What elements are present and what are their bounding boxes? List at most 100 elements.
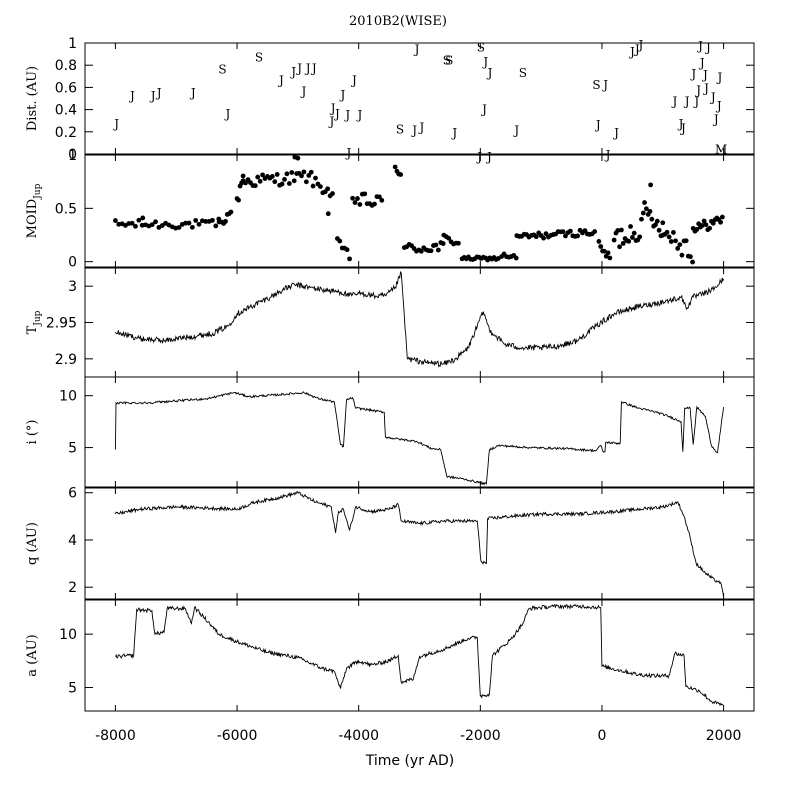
moid-point <box>701 218 707 224</box>
dist-point-J: J <box>486 66 493 80</box>
moid-point <box>257 178 263 184</box>
dist-point-J: J <box>450 126 457 140</box>
dist-point-J: J <box>333 107 340 121</box>
dist-point-J: J <box>683 95 690 109</box>
moid-point <box>456 240 461 246</box>
dist-point-J: J <box>310 61 317 75</box>
moid-point <box>350 195 355 201</box>
dist-point-J: J <box>671 95 678 109</box>
moid-point <box>210 217 215 223</box>
moid-point <box>159 223 165 228</box>
x-tick-label: -8000 <box>95 728 136 744</box>
moid-point <box>303 179 309 185</box>
moid-point <box>626 238 632 244</box>
moid-point <box>637 234 643 240</box>
moid-point <box>660 220 666 226</box>
moid-point <box>718 219 723 225</box>
moid-point <box>664 229 670 235</box>
dist-point-S: S <box>218 63 226 77</box>
moid-point <box>601 248 607 254</box>
moid-point <box>379 197 385 203</box>
moid-point <box>362 191 368 197</box>
moid-point <box>673 238 678 244</box>
y-tick-label-moid: 1 <box>68 148 77 164</box>
moid-point <box>598 244 604 249</box>
moid-point <box>236 197 241 203</box>
moid-point <box>446 235 452 241</box>
y-axis-label-tjup: TJup <box>25 310 43 334</box>
moid-point <box>355 196 360 201</box>
moid-point <box>615 228 621 233</box>
y-tick-label-dist: 0.6 <box>55 80 77 96</box>
moid-point <box>440 241 446 246</box>
dist-point-J: J <box>636 38 643 52</box>
moid-point <box>228 209 234 215</box>
panel-frame-a <box>84 599 755 712</box>
moid-point <box>648 182 654 188</box>
panel-frame-dist <box>84 42 755 155</box>
dist-point-J: J <box>677 117 684 131</box>
moid-point <box>707 225 713 231</box>
moid-point <box>301 169 307 175</box>
dist-point-J: J <box>612 126 619 140</box>
dist-point-M: M <box>715 142 727 156</box>
moid-point <box>193 218 199 223</box>
y-tick-label-moid: 0.5 <box>55 201 77 217</box>
dist-point-J: J <box>485 150 492 164</box>
dist-point-J: J <box>189 86 196 100</box>
series-line-incl <box>114 391 725 486</box>
moid-point <box>291 178 297 184</box>
dist-point-J: J <box>112 117 119 131</box>
dist-point-S: S <box>592 78 600 92</box>
dist-point-J: J <box>594 118 601 132</box>
moid-point <box>688 254 693 260</box>
moid-point <box>289 170 295 175</box>
chart-title: 2010B2(WISE) <box>349 14 447 29</box>
y-tick-label-a: 10 <box>59 627 77 643</box>
dist-point-J: J <box>715 99 722 113</box>
dist-point-J: J <box>480 102 487 116</box>
y-tick-label-incl: 5 <box>68 441 77 457</box>
moid-point <box>679 252 685 258</box>
x-tick-label: 2000 <box>706 728 742 744</box>
y-tick-label-moid: 0 <box>68 255 77 271</box>
moid-point <box>392 164 398 170</box>
dist-point-S: S <box>445 54 453 68</box>
series-line-q <box>114 490 725 597</box>
moid-point <box>186 220 192 226</box>
moid-point <box>272 179 278 185</box>
dist-point-J: J <box>709 90 716 104</box>
y-axis-label-incl: i (°) <box>25 420 40 445</box>
moid-point <box>133 223 138 229</box>
moid-point <box>153 219 158 225</box>
dist-point-J: J <box>355 108 362 122</box>
moid-point <box>252 183 258 189</box>
moid-point <box>666 234 672 240</box>
dist-point-J: J <box>343 108 350 122</box>
moid-point <box>240 173 246 179</box>
dist-point-J: J <box>304 61 311 75</box>
moid-point <box>596 239 602 244</box>
moid-point <box>398 172 404 177</box>
dist-point-J: J <box>300 85 307 99</box>
dist-point-S: S <box>477 40 485 54</box>
moid-point <box>260 172 265 178</box>
y-tick-label-dist: 0.2 <box>55 125 77 141</box>
moid-point <box>620 240 626 246</box>
moid-point <box>189 224 195 230</box>
dist-point-J: J <box>692 95 699 109</box>
moid-point <box>216 216 222 222</box>
moid-point <box>317 184 323 189</box>
moid-point <box>310 183 316 189</box>
moid-point <box>719 214 725 220</box>
dist-point-S: S <box>519 66 527 80</box>
dist-point-J: J <box>345 146 352 160</box>
moid-point <box>607 255 613 261</box>
moid-point <box>418 248 424 254</box>
moid-point <box>255 174 261 180</box>
moid-point <box>677 242 683 247</box>
dist-point-J: J <box>413 43 420 57</box>
moid-point <box>694 227 700 232</box>
dist-point-J: J <box>679 121 686 135</box>
